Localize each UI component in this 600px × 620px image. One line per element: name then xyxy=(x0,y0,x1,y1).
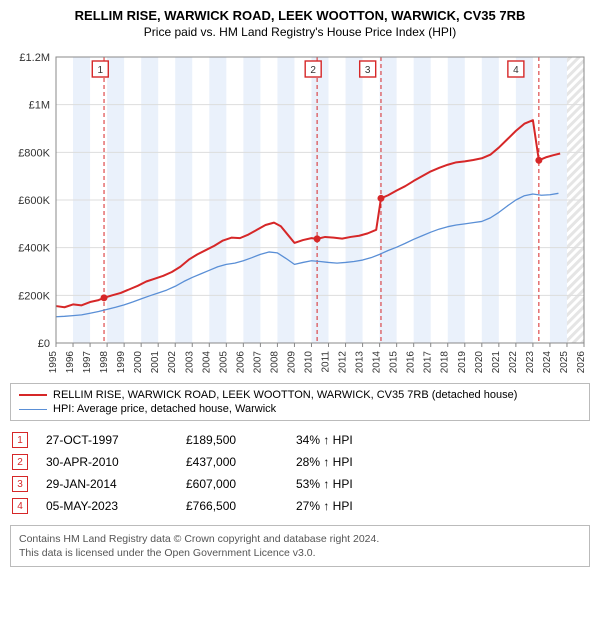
svg-text:1995: 1995 xyxy=(48,351,59,374)
svg-text:2021: 2021 xyxy=(491,351,502,374)
sale-date: 27-OCT-1997 xyxy=(46,433,186,447)
svg-text:2001: 2001 xyxy=(150,351,161,374)
svg-text:2: 2 xyxy=(310,65,316,76)
svg-text:2011: 2011 xyxy=(321,351,332,373)
legend: RELLIM RISE, WARWICK ROAD, LEEK WOOTTON,… xyxy=(10,383,590,421)
legend-line-icon xyxy=(19,394,47,396)
sale-row: 1 27-OCT-1997£189,50034% ↑ HPI xyxy=(10,429,590,451)
chart-title: RELLIM RISE, WARWICK ROAD, LEEK WOOTTON,… xyxy=(10,8,590,23)
svg-text:2005: 2005 xyxy=(218,351,229,374)
svg-text:2016: 2016 xyxy=(406,351,417,374)
chart-area: £0 £200K £400K £600K £800K £1M £1.2M 1 2 3 4 1995 19… xyxy=(10,47,590,377)
legend-label: HPI: Average price, detached house, Warw… xyxy=(53,403,276,415)
legend-line-icon xyxy=(19,409,47,410)
svg-text:2000: 2000 xyxy=(133,351,144,374)
svg-text:£800K: £800K xyxy=(18,147,50,159)
svg-text:2014: 2014 xyxy=(372,351,383,374)
sale-row: 3 29-JAN-2014£607,00053% ↑ HPI xyxy=(10,473,590,495)
svg-text:2018: 2018 xyxy=(440,351,451,374)
sale-date: 05-MAY-2023 xyxy=(46,499,186,513)
svg-text:1997: 1997 xyxy=(82,351,93,374)
svg-text:2008: 2008 xyxy=(269,351,280,374)
svg-text:2015: 2015 xyxy=(389,351,400,374)
chart-container: RELLIM RISE, WARWICK ROAD, LEEK WOOTTON,… xyxy=(0,0,600,575)
sale-row: 2 30-APR-2010£437,00028% ↑ HPI xyxy=(10,451,590,473)
legend-item: RELLIM RISE, WARWICK ROAD, LEEK WOOTTON,… xyxy=(19,388,581,402)
svg-text:2025: 2025 xyxy=(559,351,570,374)
line-chart: £0 £200K £400K £600K £800K £1M £1.2M 1 2 3 4 1995 19… xyxy=(10,47,590,377)
sale-marker-icon: 1 xyxy=(12,432,28,448)
footer-line1: Contains HM Land Registry data © Crown c… xyxy=(19,532,581,546)
footer-line2: This data is licensed under the Open Gov… xyxy=(19,546,581,560)
svg-text:2020: 2020 xyxy=(474,351,485,374)
svg-text:2022: 2022 xyxy=(508,351,519,374)
sale-percent: 34% ↑ HPI xyxy=(296,433,386,447)
svg-text:2012: 2012 xyxy=(338,351,349,374)
svg-text:2024: 2024 xyxy=(542,351,553,374)
svg-text:2010: 2010 xyxy=(303,351,314,374)
svg-text:4: 4 xyxy=(513,65,519,76)
svg-text:2026: 2026 xyxy=(576,351,587,374)
svg-text:£0: £0 xyxy=(38,338,50,350)
sale-marker-icon: 4 xyxy=(12,498,28,514)
sale-row: 4 05-MAY-2023£766,50027% ↑ HPI xyxy=(10,495,590,517)
svg-text:2002: 2002 xyxy=(167,351,178,374)
svg-text:2009: 2009 xyxy=(286,351,297,374)
chart-subtitle: Price paid vs. HM Land Registry's House … xyxy=(10,25,590,39)
sale-marker-icon: 2 xyxy=(12,454,28,470)
sales-table: 1 27-OCT-1997£189,50034% ↑ HPI 2 30-APR-201… xyxy=(10,429,590,517)
svg-text:2007: 2007 xyxy=(252,351,263,374)
svg-text:£200K: £200K xyxy=(18,290,50,302)
sale-price: £766,500 xyxy=(186,499,296,513)
svg-text:2023: 2023 xyxy=(525,351,536,374)
svg-text:1996: 1996 xyxy=(65,351,76,374)
sale-price: £607,000 xyxy=(186,477,296,491)
sale-date: 30-APR-2010 xyxy=(46,455,186,469)
svg-text:£1M: £1M xyxy=(29,100,50,112)
svg-text:1999: 1999 xyxy=(116,351,127,374)
svg-text:£600K: £600K xyxy=(18,195,50,207)
svg-text:2004: 2004 xyxy=(201,351,212,374)
sale-price: £189,500 xyxy=(186,433,296,447)
svg-text:2013: 2013 xyxy=(355,351,366,374)
svg-text:2017: 2017 xyxy=(423,351,434,374)
sale-percent: 53% ↑ HPI xyxy=(296,477,386,491)
svg-text:2019: 2019 xyxy=(457,351,468,374)
sale-percent: 27% ↑ HPI xyxy=(296,499,386,513)
sale-percent: 28% ↑ HPI xyxy=(296,455,386,469)
sale-date: 29-JAN-2014 xyxy=(46,477,186,491)
sale-marker-icon: 3 xyxy=(12,476,28,492)
svg-text:2006: 2006 xyxy=(235,351,246,374)
legend-label: RELLIM RISE, WARWICK ROAD, LEEK WOOTTON,… xyxy=(53,389,517,401)
sale-price: £437,000 xyxy=(186,455,296,469)
svg-text:1998: 1998 xyxy=(99,351,110,374)
svg-text:1: 1 xyxy=(98,65,104,76)
svg-text:2003: 2003 xyxy=(184,351,195,374)
svg-text:£1.2M: £1.2M xyxy=(19,52,50,64)
legend-item: HPI: Average price, detached house, Warw… xyxy=(19,402,581,416)
svg-text:3: 3 xyxy=(365,65,371,76)
footer-attribution: Contains HM Land Registry data © Crown c… xyxy=(10,525,590,567)
svg-text:£400K: £400K xyxy=(18,243,50,255)
